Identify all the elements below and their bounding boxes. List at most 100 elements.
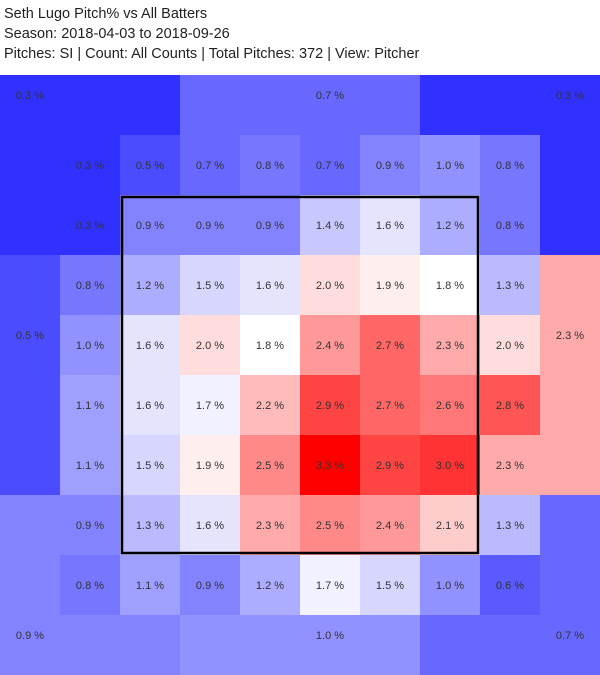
cell-label-r6-c2: 1.6 % <box>196 520 224 532</box>
cell-r6-c7 <box>480 495 540 555</box>
cell-r3-c5 <box>360 315 420 375</box>
cell-label-r4-c3: 2.2 % <box>256 400 284 412</box>
cell-r5-c4 <box>300 435 360 495</box>
pitch-info: Pitches: SI | Count: All Counts | Total … <box>4 46 420 62</box>
cell-r1-c4 <box>300 195 360 255</box>
cell-r7-c2 <box>180 555 240 615</box>
cell-label-r1-c1: 0.9 % <box>136 220 164 232</box>
cell-r4-c6 <box>420 375 480 435</box>
cell-label-r3-c4: 2.4 % <box>316 340 344 352</box>
cell-label-r4-c0: 1.1 % <box>76 400 104 412</box>
cell-label-r0-c4: 0.7 % <box>316 160 344 172</box>
region-label-bottom-center: 1.0 % <box>316 630 344 642</box>
cell-label-r1-c5: 1.6 % <box>376 220 404 232</box>
cell-r6-c0 <box>60 495 120 555</box>
cell-label-r6-c6: 2.1 % <box>436 520 464 532</box>
cell-label-r2-c1: 1.2 % <box>136 280 164 292</box>
cell-label-r5-c4: 3.3 % <box>316 460 344 472</box>
cell-label-r2-c6: 1.8 % <box>436 280 464 292</box>
cell-r7-c3 <box>240 555 300 615</box>
pitch-heatmap: 0.3 % 0.7 % 0.3 % 0.5 % 2.3 % 0.9 % 1.0 % 0.7 %… <box>0 75 600 675</box>
cell-r3-c3 <box>240 315 300 375</box>
cell-r1-c5 <box>360 195 420 255</box>
cell-label-r2-c5: 1.9 % <box>376 280 404 292</box>
cell-r4-c5 <box>360 375 420 435</box>
cell-label-r7-c5: 1.5 % <box>376 580 404 592</box>
cell-label-r1-c3: 0.9 % <box>256 220 284 232</box>
cell-r7-c5 <box>360 555 420 615</box>
cell-label-r3-c6: 2.3 % <box>436 340 464 352</box>
cell-r4-c2 <box>180 375 240 435</box>
cell-r7-c4 <box>300 555 360 615</box>
cell-label-r3-c5: 2.7 % <box>376 340 404 352</box>
cell-r3-c1 <box>120 315 180 375</box>
cell-r3-c0 <box>60 315 120 375</box>
cell-r4-c1 <box>120 375 180 435</box>
region-label-top-right: 0.3 % <box>556 90 584 102</box>
cell-r6-c3 <box>240 495 300 555</box>
cell-label-r4-c6: 2.6 % <box>436 400 464 412</box>
region-top-center <box>180 75 420 135</box>
cell-label-r0-c2: 0.7 % <box>196 160 224 172</box>
cell-r6-c5 <box>360 495 420 555</box>
chart-title: Seth Lugo Pitch% vs All Batters <box>4 6 208 22</box>
cell-r5-c0 <box>60 435 120 495</box>
chart-header: Seth Lugo Pitch% vs All Batters Season: … <box>0 0 600 75</box>
cell-label-r6-c4: 2.5 % <box>316 520 344 532</box>
cell-label-r6-c7: 1.3 % <box>496 520 524 532</box>
cell-r5-c6 <box>420 435 480 495</box>
cell-label-r5-c1: 1.5 % <box>136 460 164 472</box>
cell-r0-c5 <box>360 135 420 195</box>
cell-r2-c4 <box>300 255 360 315</box>
cell-label-r3-c1: 1.6 % <box>136 340 164 352</box>
cell-label-r2-c2: 1.5 % <box>196 280 224 292</box>
cell-label-r3-c3: 1.8 % <box>256 340 284 352</box>
region-middle-left <box>0 255 60 495</box>
cell-label-r6-c5: 2.4 % <box>376 520 404 532</box>
cell-r6-c4 <box>300 495 360 555</box>
cell-r4-c4 <box>300 375 360 435</box>
cell-r6-c2 <box>180 495 240 555</box>
cell-label-r5-c7: 2.3 % <box>496 460 524 472</box>
cell-r6-c6 <box>420 495 480 555</box>
cell-label-r4-c4: 2.9 % <box>316 400 344 412</box>
cell-r4-c7 <box>480 375 540 435</box>
cell-label-r2-c7: 1.3 % <box>496 280 524 292</box>
cell-r2-c3 <box>240 255 300 315</box>
cell-r4-c0 <box>60 375 120 435</box>
cell-r3-c7 <box>480 315 540 375</box>
cell-r1-c1 <box>120 195 180 255</box>
cell-label-r6-c3: 2.3 % <box>256 520 284 532</box>
cell-r7-c7 <box>480 555 540 615</box>
cell-label-r0-c7: 0.8 % <box>496 160 524 172</box>
cell-r1-c7 <box>480 195 540 255</box>
region-label-middle-left: 0.5 % <box>16 330 44 342</box>
cell-label-r4-c5: 2.7 % <box>376 400 404 412</box>
cell-r0-c2 <box>180 135 240 195</box>
cell-label-r5-c5: 2.9 % <box>376 460 404 472</box>
cell-r0-c6 <box>420 135 480 195</box>
cell-label-r7-c2: 0.9 % <box>196 580 224 592</box>
cell-r6-c1 <box>120 495 180 555</box>
cell-label-r7-c7: 0.6 % <box>496 580 524 592</box>
cell-r5-c5 <box>360 435 420 495</box>
region-bottom-center <box>180 615 420 675</box>
cell-r7-c1 <box>120 555 180 615</box>
cell-r3-c4 <box>300 315 360 375</box>
strike-zone-border <box>120 195 480 555</box>
cell-label-r6-c0: 0.9 % <box>76 520 104 532</box>
region-label-top-center: 0.7 % <box>316 90 344 102</box>
cell-label-r0-c5: 0.9 % <box>376 160 404 172</box>
cell-label-r5-c3: 2.5 % <box>256 460 284 472</box>
cell-r1-c0 <box>60 195 120 255</box>
cell-r0-c4 <box>300 135 360 195</box>
cell-label-r0-c6: 1.0 % <box>436 160 464 172</box>
cell-label-r4-c2: 1.7 % <box>196 400 224 412</box>
cell-label-r5-c2: 1.9 % <box>196 460 224 472</box>
cell-label-r2-c3: 1.6 % <box>256 280 284 292</box>
cell-r2-c6 <box>420 255 480 315</box>
cell-label-r3-c0: 1.0 % <box>76 340 104 352</box>
cell-label-r4-c1: 1.6 % <box>136 400 164 412</box>
cell-label-r7-c4: 1.7 % <box>316 580 344 592</box>
cell-r2-c5 <box>360 255 420 315</box>
